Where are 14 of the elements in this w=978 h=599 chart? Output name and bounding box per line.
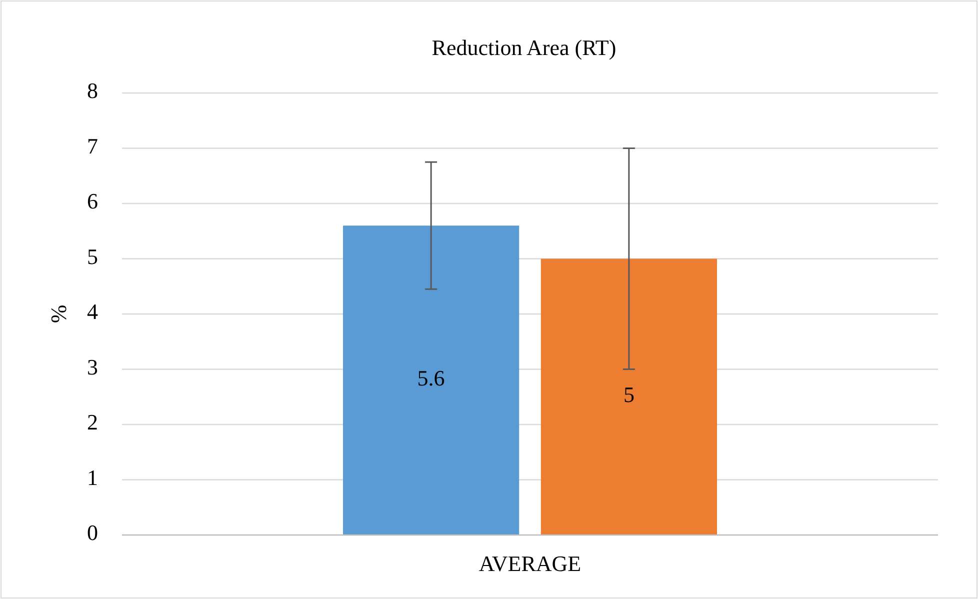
data-label: 5.6: [417, 365, 445, 390]
chart-title: Reduction Area (RT): [432, 35, 616, 60]
y-tick-label: 4: [87, 299, 98, 324]
y-tick-label: 5: [87, 244, 98, 269]
y-tick-label: 3: [87, 354, 98, 380]
y-tick-label: 1: [87, 464, 98, 490]
y-axis-title: %: [46, 304, 71, 324]
data-label: 5: [623, 382, 634, 407]
y-tick-label: 2: [87, 410, 98, 435]
y-tick-label: 0: [87, 520, 98, 546]
x-tick-label: AVERAGE: [478, 551, 582, 576]
y-tick-label: 6: [87, 188, 98, 214]
y-tick-label: 7: [87, 133, 98, 158]
y-tick-label: 8: [87, 78, 98, 104]
